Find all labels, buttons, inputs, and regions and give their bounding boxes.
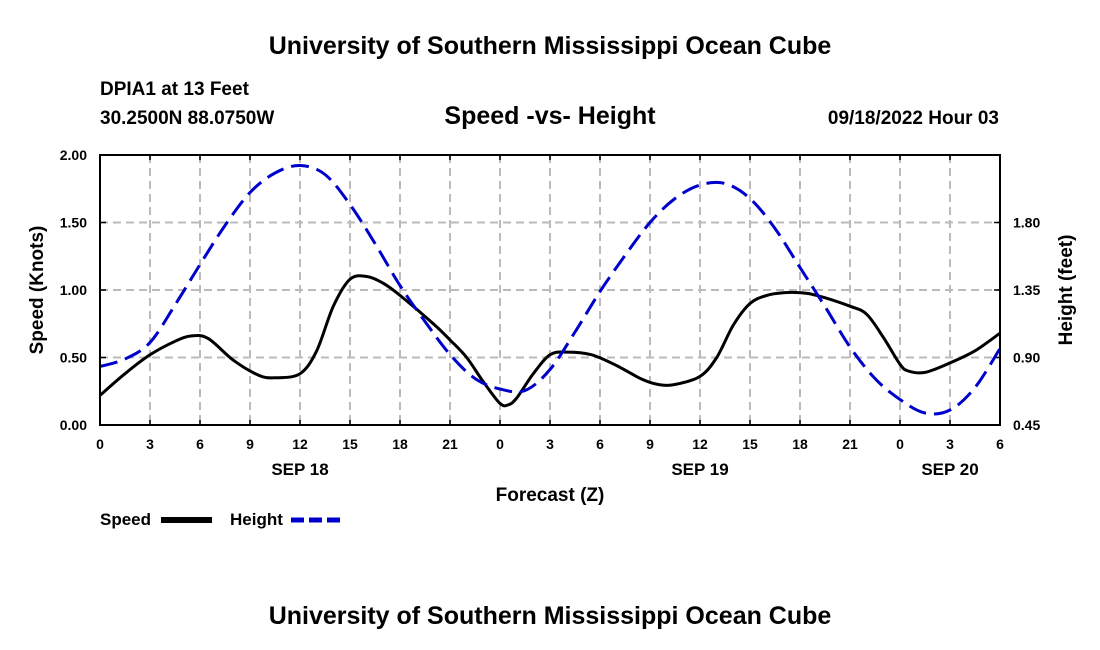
chart-title: Speed -vs- Height (444, 102, 656, 130)
x-tick-label-10: 6 (596, 436, 604, 452)
series-lines (99, 163, 1002, 416)
date-label-2: SEP 20 (921, 460, 978, 479)
y2-tick-label-0: 0.45 (1013, 417, 1040, 433)
x-tick-label-6: 18 (392, 436, 408, 452)
series-line-speed (99, 274, 1001, 408)
y-tick-label-1: 0.50 (60, 350, 87, 366)
series-line-height (99, 163, 1002, 416)
footer-title: University of Southern Mississippi Ocean… (269, 602, 832, 630)
x-tick-label-17: 3 (946, 436, 954, 452)
plot-frame (99, 154, 1001, 426)
y-axis-label: Speed (Knots) (27, 226, 48, 355)
x-tick-label-11: 9 (646, 436, 654, 452)
x-tick-label-1: 3 (146, 436, 154, 452)
y2-axis-label: Height (feet) (1056, 235, 1077, 346)
x-tick-label-16: 0 (896, 436, 904, 452)
x-tick-label-5: 15 (342, 436, 358, 452)
y-tick-label-0: 0.00 (60, 417, 87, 433)
date-label-0: SEP 18 (271, 460, 328, 479)
x-tick-label-12: 12 (692, 436, 708, 452)
x-tick-label-18: 6 (996, 436, 1004, 452)
x-tick-label-2: 6 (196, 436, 204, 452)
x-axis-label: Forecast (Z) (496, 485, 605, 506)
grid (100, 155, 1000, 425)
x-tick-label-8: 0 (496, 436, 504, 452)
x-tick-label-0: 0 (96, 436, 104, 452)
x-tick-label-14: 18 (792, 436, 808, 452)
y-tick-label-3: 1.50 (60, 215, 87, 231)
y2-tick-label-1: 0.90 (1013, 350, 1040, 366)
y2-tick-label-2: 1.35 (1013, 282, 1040, 298)
x-tick-label-4: 12 (292, 436, 308, 452)
datetime-label: 09/18/2022 Hour 03 (828, 108, 999, 129)
y2-tick-label-3: 1.80 (1013, 215, 1040, 231)
x-tick-label-3: 9 (246, 436, 254, 452)
station-label: DPIA1 at 13 Feet (100, 79, 250, 100)
y-tick-label-4: 2.00 (60, 147, 87, 163)
coordinates-label: 30.2500N 88.0750W (100, 108, 274, 129)
x-tick-label-9: 3 (546, 436, 554, 452)
x-tick-label-13: 15 (742, 436, 758, 452)
chart-header-title: University of Southern Mississippi Ocean… (269, 32, 832, 60)
x-tick-label-15: 21 (842, 436, 858, 452)
legend-height-label: Height (230, 510, 283, 529)
date-label-1: SEP 19 (671, 460, 728, 479)
x-tick-label-7: 21 (442, 436, 458, 452)
axes: 0 3 6 9 12 15 18 21 0 3 6 9 12 15 18 21 0 3 6 0.00 0.50 1.00 1… (60, 147, 1041, 479)
y-tick-label-2: 1.00 (60, 282, 87, 298)
legend: Speed Height (100, 510, 342, 529)
legend-speed-label: Speed (100, 510, 151, 529)
